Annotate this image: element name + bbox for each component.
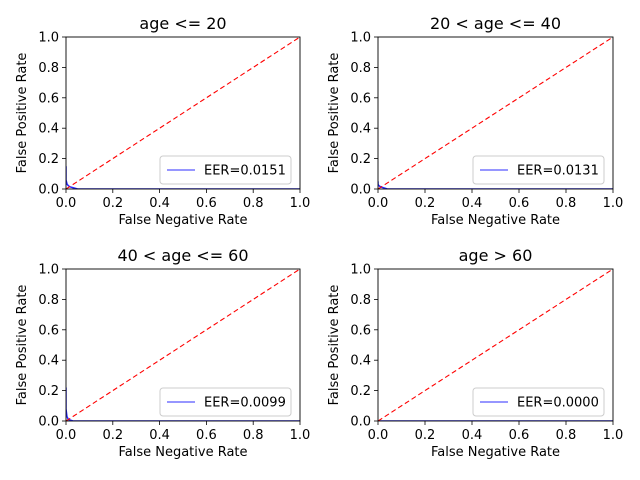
legend-box bbox=[472, 387, 605, 417]
chart-panel-4: 0.0 0.2 0.4 0.6 0.8 1.0 0.0 0.2 0.4 0.6 0.8 1.0 age … bbox=[327, 246, 623, 460]
x-tick-label: 0.6 bbox=[509, 428, 530, 443]
y-axis-label: False Positive Rate bbox=[15, 285, 30, 406]
chart-panel-1: 0.0 0.2 0.4 0.6 0.8 1.0 0.0 0.2 0.4 0.6 0.8 1.0 age … bbox=[15, 14, 310, 228]
x-tick-label: 0.2 bbox=[415, 196, 436, 211]
x-axis-label: False Negative Rate bbox=[431, 213, 560, 228]
y-axis-label: False Positive Rate bbox=[15, 53, 30, 174]
legend-label: EER=0.0151 bbox=[204, 164, 286, 179]
x-tick-label: 0.8 bbox=[556, 428, 577, 443]
y-tick-label: 0.4 bbox=[38, 122, 59, 137]
legend-box bbox=[159, 155, 292, 185]
chart-panel-3: 0.0 0.2 0.4 0.6 0.8 1.0 0.0 0.2 0.4 0.6 0.8 1.0 40 <… bbox=[15, 246, 310, 460]
y-tick-label: 0.0 bbox=[350, 183, 371, 198]
y-tick-label: 0.2 bbox=[350, 152, 371, 167]
legend-box bbox=[472, 155, 605, 185]
x-tick-label: 1.0 bbox=[603, 196, 624, 211]
x-tick-label: 0.0 bbox=[56, 428, 77, 443]
y-tick-label: 0.2 bbox=[38, 152, 59, 167]
axes-frame bbox=[377, 36, 614, 190]
y-tick-label: 0.4 bbox=[350, 354, 371, 369]
legend-box bbox=[159, 387, 292, 417]
legend-label: EER=0.0000 bbox=[517, 396, 599, 411]
roc-series-line bbox=[66, 166, 300, 189]
chart-title: 20 < age <= 40 bbox=[430, 14, 561, 33]
x-axis-label: False Negative Rate bbox=[431, 445, 560, 460]
y-tick-label: 0.6 bbox=[350, 91, 371, 106]
roc-series-line bbox=[66, 387, 300, 421]
x-tick-label: 0.6 bbox=[509, 196, 530, 211]
legend-label: EER=0.0131 bbox=[517, 164, 599, 179]
legend: EER=0.0151 bbox=[159, 155, 292, 185]
axes-frame bbox=[65, 36, 301, 190]
x-axis-label: False Negative Rate bbox=[118, 213, 247, 228]
y-tick-label: 0.4 bbox=[38, 354, 59, 369]
x-tick-label: 1.0 bbox=[603, 428, 624, 443]
y-tick-label: 0.6 bbox=[38, 91, 59, 106]
x-tick-label: 0.2 bbox=[415, 428, 436, 443]
x-tick-label: 1.0 bbox=[290, 196, 311, 211]
y-tick-label: 0.8 bbox=[350, 61, 371, 76]
diagonal-reference-line bbox=[66, 37, 300, 189]
axes-frame bbox=[377, 268, 614, 422]
diagonal-reference-line bbox=[378, 37, 613, 189]
y-tick-label: 0.0 bbox=[38, 183, 59, 198]
y-axis-label: False Positive Rate bbox=[327, 285, 342, 406]
x-axis-label: False Negative Rate bbox=[118, 445, 247, 460]
y-tick-label: 1.0 bbox=[350, 263, 371, 278]
x-tick-label: 1.0 bbox=[290, 428, 311, 443]
x-tick-label: 0.4 bbox=[149, 196, 170, 211]
y-tick-label: 0.0 bbox=[38, 415, 59, 430]
x-tick-label: 0.6 bbox=[196, 196, 217, 211]
legend: EER=0.0131 bbox=[472, 155, 605, 185]
x-tick-label: 0.8 bbox=[243, 196, 264, 211]
y-tick-label: 0.8 bbox=[38, 61, 59, 76]
y-tick-label: 0.8 bbox=[38, 293, 59, 308]
x-tick-label: 0.0 bbox=[368, 428, 389, 443]
y-tick-label: 0.6 bbox=[38, 323, 59, 338]
legend-label: EER=0.0099 bbox=[204, 396, 286, 411]
y-tick-label: 0.4 bbox=[350, 122, 371, 137]
x-tick-label: 0.0 bbox=[368, 196, 389, 211]
y-tick-label: 0.2 bbox=[350, 384, 371, 399]
legend: EER=0.0000 bbox=[472, 387, 605, 417]
y-tick-label: 0.2 bbox=[38, 384, 59, 399]
chart-panel-2: 0.0 0.2 0.4 0.6 0.8 1.0 0.0 0.2 0.4 0.6 0.8 1.0 20 <… bbox=[327, 14, 623, 228]
y-tick-label: 0.6 bbox=[350, 323, 371, 338]
x-tick-label: 0.2 bbox=[102, 428, 123, 443]
chart-title: 40 < age <= 60 bbox=[117, 246, 248, 265]
x-tick-label: 0.4 bbox=[462, 428, 483, 443]
x-tick-label: 0.8 bbox=[556, 196, 577, 211]
diagonal-reference-line bbox=[66, 269, 300, 421]
x-tick-label: 0.8 bbox=[243, 428, 264, 443]
x-tick-label: 0.6 bbox=[196, 428, 217, 443]
y-tick-label: 0.0 bbox=[350, 415, 371, 430]
y-tick-label: 1.0 bbox=[38, 263, 59, 278]
roc-series-line bbox=[378, 181, 613, 189]
chart-title: age <= 20 bbox=[139, 14, 226, 33]
y-tick-label: 0.8 bbox=[350, 293, 371, 308]
y-tick-label: 1.0 bbox=[38, 31, 59, 46]
legend: EER=0.0099 bbox=[159, 387, 292, 417]
axes-frame bbox=[65, 268, 301, 422]
diagonal-reference-line bbox=[378, 269, 613, 421]
x-tick-label: 0.4 bbox=[462, 196, 483, 211]
x-tick-label: 0.4 bbox=[149, 428, 170, 443]
x-tick-label: 0.2 bbox=[102, 196, 123, 211]
chart-title: age > 60 bbox=[459, 246, 533, 265]
x-tick-label: 0.0 bbox=[56, 196, 77, 211]
y-axis-label: False Positive Rate bbox=[327, 53, 342, 174]
y-tick-label: 1.0 bbox=[350, 31, 371, 46]
